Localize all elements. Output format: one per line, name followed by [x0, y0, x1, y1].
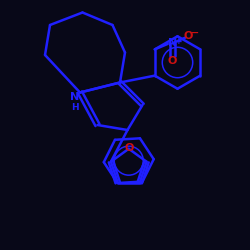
- Text: O: O: [184, 31, 193, 41]
- Text: H: H: [71, 102, 79, 112]
- Text: O: O: [168, 56, 177, 66]
- Text: +: +: [176, 37, 183, 46]
- Text: N: N: [70, 92, 80, 102]
- Text: N: N: [168, 38, 177, 48]
- Text: −: −: [191, 28, 199, 38]
- Text: O: O: [124, 143, 134, 153]
